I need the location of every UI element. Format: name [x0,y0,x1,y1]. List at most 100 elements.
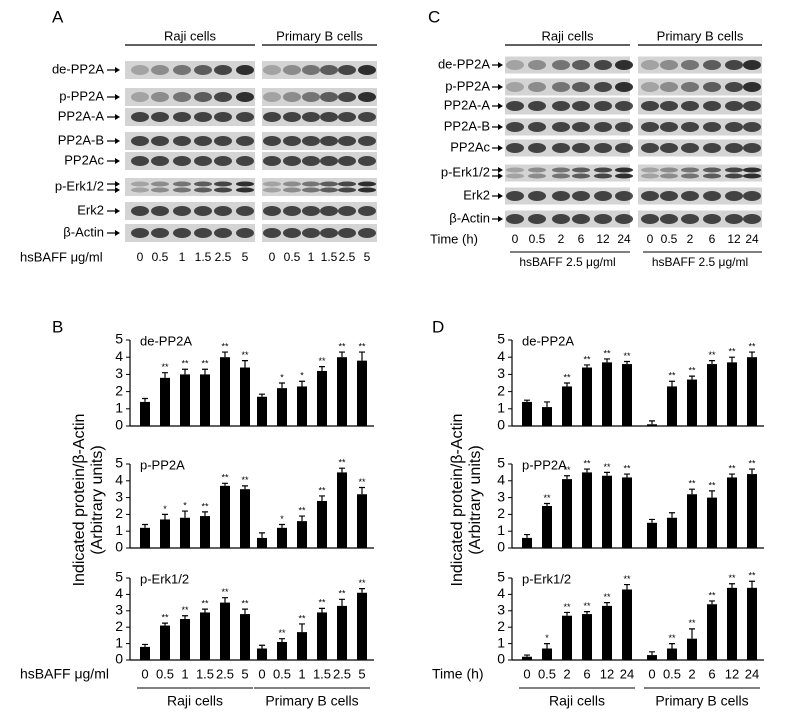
blot-band [173,65,191,75]
blot-row-label: Erk2 [77,202,104,217]
blot-band [660,122,678,132]
y-tick-label: 0 [115,539,123,555]
blot-band [358,206,376,216]
significance: ** [728,463,736,473]
blot-band [725,214,743,224]
blot-band [283,136,301,146]
blot-band [681,214,699,224]
blot-band [681,60,699,70]
blot-band [236,206,254,216]
blot-band [358,112,376,122]
significance: ** [748,458,756,468]
error-bar [339,598,345,606]
blot-band [743,214,761,224]
significance: ** [563,372,571,382]
bar [337,472,347,548]
significance: ** [603,462,611,472]
blot-band [743,60,761,70]
lane-label: 12 [596,232,610,246]
significance: ** [708,350,716,360]
blot-band [594,101,612,111]
bar [687,638,697,660]
significance: ** [181,605,189,615]
blot-band [151,156,169,166]
blot-band [302,136,320,146]
blot-band [236,92,254,102]
blot-band [320,136,338,146]
blot-band [358,156,376,166]
significance: * [300,371,304,381]
blot-band [703,122,721,132]
blot-band [214,92,232,102]
blot-band [660,82,678,92]
lane-label: 6 [709,232,716,246]
blot-band [263,206,281,216]
significance: ** [338,458,346,468]
blot-band [725,191,743,201]
blot-band [703,82,721,92]
blot-band [641,173,659,179]
blot-group-header: Raji cells [164,28,217,43]
error-bar [649,651,655,656]
blot-band [660,191,678,201]
bar [707,364,717,426]
error-bar [564,382,570,387]
bar [160,625,170,660]
lane-label: 0.5 [152,250,169,264]
y-tick-label: 1 [497,634,505,650]
y-tick-label: 0 [497,417,505,433]
blot-band [173,112,191,122]
x-axis-label: Time (h) [432,666,484,682]
error-bar [524,654,530,657]
blot-band [151,206,169,216]
blot-band [173,156,191,166]
bar [687,494,697,548]
blot-band [194,156,212,166]
y-tick-label: 5 [115,569,123,585]
error-bar [202,511,208,517]
arrow-head [115,114,120,120]
blot-band [263,112,281,122]
blot-band [703,101,721,111]
lane-label: 0.5 [284,250,301,264]
blot-strip [638,164,762,182]
lane-label: 0 [137,250,144,264]
blot-band [214,206,232,216]
bar [160,519,170,548]
x-tick-label: 0 [523,666,530,681]
arrow-head [115,67,120,73]
significance: ** [161,362,169,372]
arrow-head [498,84,503,90]
bar [240,367,250,426]
blot-band [615,191,633,201]
blot-band [528,143,546,153]
bar [647,424,657,426]
blot-band [263,156,281,166]
significance: ** [623,463,631,473]
bar [522,537,532,548]
blot-band [173,92,191,102]
error-bar [319,366,325,371]
blot-band [194,112,212,122]
chart-title: de-PP2A [140,333,192,348]
blot-band [552,60,570,70]
x-tick-label: 0 [258,666,265,681]
blot-band [552,82,570,92]
blot-band [743,122,761,132]
bar [667,648,677,660]
blot-band [358,187,376,193]
y-tick-label: 3 [497,602,505,618]
error-bar [709,360,715,365]
blot-band [615,143,633,153]
group-note: hsBAFF 2.5 μg/ml [652,255,748,269]
blot-band [594,191,612,201]
lane-label: 2.5 [215,250,232,264]
significance: ** [688,618,696,628]
bar [140,401,150,426]
bar [337,605,347,660]
blot-band [263,92,281,102]
blot-band [528,101,546,111]
blot-row-label: PP2Ac [64,152,104,167]
blot-band [283,65,301,75]
bar [687,379,697,426]
